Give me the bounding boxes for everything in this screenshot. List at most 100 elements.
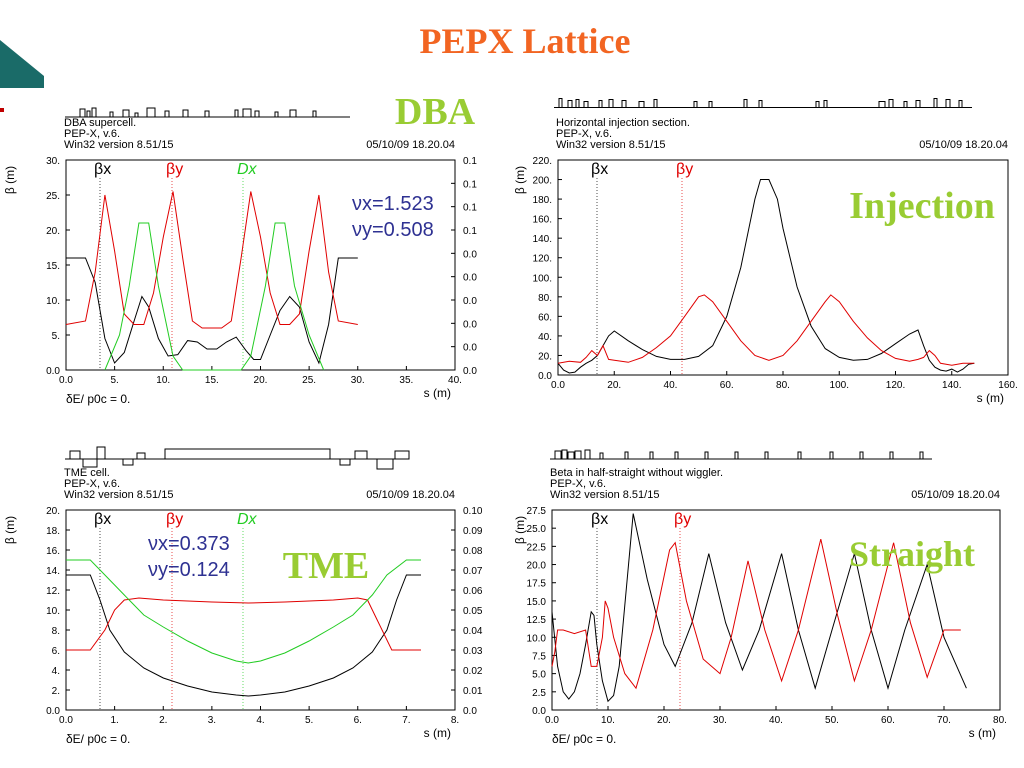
x-tick-label: 3. [208, 715, 216, 726]
lattice-magnet [638, 101, 645, 108]
y-tick-label: 120. [533, 254, 552, 265]
y2-tick-label: 0.0 [463, 366, 477, 377]
tme-ylabel: β (m) [3, 516, 17, 544]
lattice-magnet [575, 99, 580, 108]
legend-entry: Dx [237, 161, 258, 178]
x-tick-label: 70. [937, 715, 951, 726]
tme-series-Dx [66, 559, 421, 664]
dba-plot-frame [65, 159, 456, 371]
y-tick-label: 17.5 [527, 579, 547, 590]
y-tick-label: 60. [538, 312, 552, 323]
lattice-magnet [354, 450, 368, 460]
y-tick-label: 0.0 [46, 366, 60, 377]
lattice-magnet [122, 458, 134, 466]
y-tick-label: 40. [538, 332, 552, 343]
x-tick-label: 60. [881, 715, 895, 726]
x-tick-label: 160. [998, 380, 1017, 391]
x-tick-label: 10. [601, 715, 615, 726]
lattice-magnet [289, 109, 297, 118]
y2-tick-label: 0.10 [463, 506, 483, 517]
x-tick-label: 0.0 [551, 380, 565, 391]
dba-xlabel: s (m) [424, 386, 451, 400]
injection-series-βy [557, 294, 975, 366]
y2-tick-label: 0.03 [463, 646, 483, 657]
injection-header-line: PEP-X, v.6. [556, 128, 612, 140]
legend-entry: βx [591, 511, 608, 528]
x-tick-label: 6. [354, 715, 362, 726]
dba-panel: DBA supercell.PEP-X, v.6.Win32 version 8… [3, 91, 477, 406]
straight-lattice-schematic [550, 449, 932, 460]
lattice-magnet [136, 452, 146, 460]
x-tick-label: 40. [448, 375, 462, 386]
injection-xlabel: s (m) [977, 391, 1004, 405]
x-tick-label: 120. [886, 380, 905, 391]
x-tick-label: 20. [254, 375, 268, 386]
tme-tune: νy=0.124 [148, 559, 230, 581]
y-tick-label: 20.0 [527, 561, 547, 572]
y-tick-label: 0.0 [538, 371, 552, 382]
y-tick-label: 100. [533, 273, 552, 284]
x-tick-label: 60. [720, 380, 734, 391]
y-tick-label: 0.0 [532, 706, 546, 717]
y-tick-label: 6. [52, 646, 60, 657]
tme-header-line: PEP-X, v.6. [64, 478, 120, 490]
legend-entry: βx [94, 161, 111, 178]
legend-entry: βy [676, 161, 693, 178]
x-tick-label: 140. [942, 380, 961, 391]
straight-version: Win32 version 8.51/15 [550, 489, 659, 501]
tme-series-βx [66, 574, 421, 697]
lattice-magnet [919, 451, 924, 460]
lattice-magnet [915, 100, 921, 108]
dba-header-line: PEP-X, v.6. [64, 128, 120, 140]
y-tick-label: 140. [533, 234, 552, 245]
lattice-magnet [598, 100, 603, 108]
lattice-magnet [254, 110, 260, 118]
lattice-magnet [758, 100, 763, 108]
y2-tick-label: 0.1 [463, 226, 477, 237]
dba-version: Win32 version 8.51/15 [64, 139, 173, 151]
lattice-magnet [888, 99, 894, 108]
dba-series-Dx [104, 222, 325, 371]
lattice-magnet [734, 451, 739, 460]
straight-footer: δE/ p0c = 0. [552, 732, 616, 746]
x-tick-label: 5. [305, 715, 313, 726]
y2-tick-label: 0.0 [463, 343, 477, 354]
lattice-magnet [903, 101, 908, 108]
x-tick-label: 8. [451, 715, 459, 726]
lattice-magnet [574, 450, 582, 460]
tme-xlabel: s (m) [424, 726, 451, 740]
lattice-magnet [704, 451, 709, 460]
injection-header-line: Horizontal injection section. [556, 117, 690, 129]
lattice-magnet [242, 108, 252, 118]
straight-big-label: Straight [849, 534, 975, 574]
y2-tick-label: 0.0 [463, 319, 477, 330]
x-tick-label: 5. [110, 375, 118, 386]
lattice-magnet [122, 109, 130, 118]
lattice-magnet [376, 458, 394, 470]
x-tick-label: 7. [402, 715, 410, 726]
lattice-magnet [554, 450, 562, 460]
x-tick-label: 30. [713, 715, 727, 726]
tme-panel: TME cell.PEP-X, v.6.Win32 version 8.51/1… [3, 446, 483, 746]
y-tick-label: 7.5 [532, 651, 546, 662]
dba-ylabel: β (m) [3, 166, 17, 194]
legend-entry: βx [591, 161, 608, 178]
lattice-magnet [558, 98, 563, 108]
lattice-magnet [815, 101, 820, 108]
lattice-magnet [878, 101, 886, 108]
y-tick-label: 160. [533, 215, 552, 226]
lattice-magnet [234, 109, 239, 118]
slide-title: PEPX Lattice [419, 21, 631, 61]
lattice-magnet [394, 450, 410, 460]
lattice-magnet [312, 110, 317, 118]
y-tick-label: 220. [533, 156, 552, 167]
lattice-magnet [561, 449, 568, 460]
dba-lattice-schematic [65, 107, 350, 118]
dba-header-line: DBA supercell. [64, 117, 136, 129]
lattice-magnet [649, 451, 654, 460]
tme-big-label: TME [283, 545, 370, 587]
lattice-magnet [743, 99, 748, 108]
lattice-magnet [859, 451, 864, 460]
x-tick-label: 35. [399, 375, 413, 386]
lattice-magnet [933, 98, 938, 108]
